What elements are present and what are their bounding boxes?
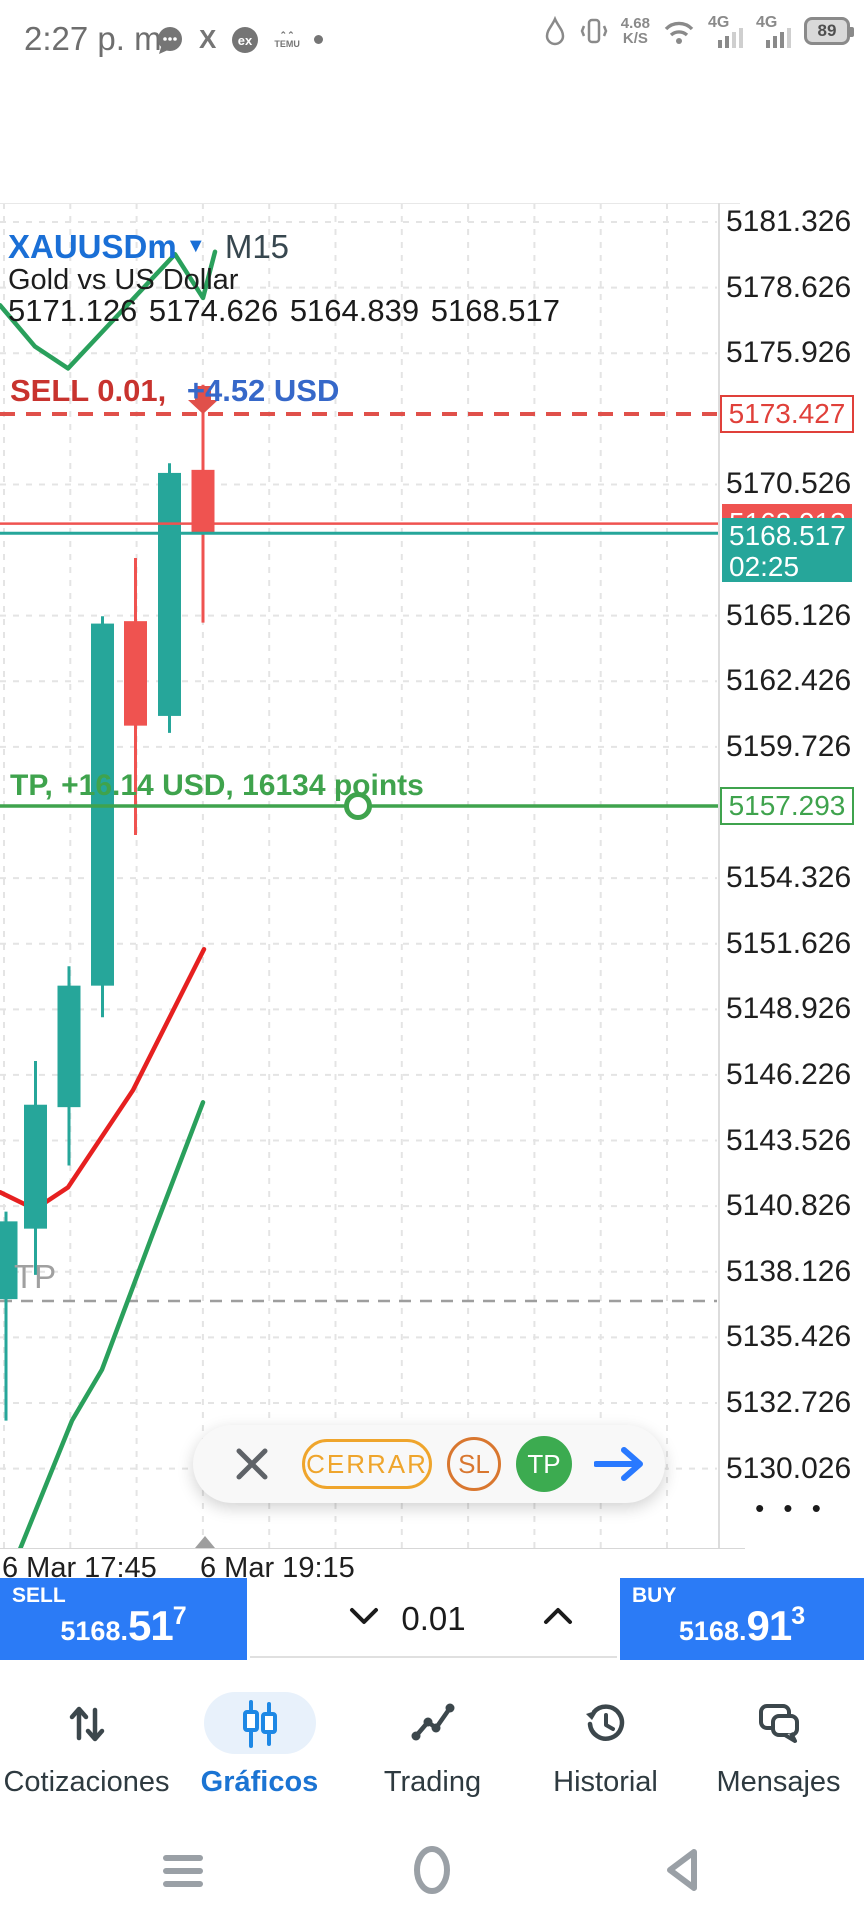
candlestick-chart[interactable] — [0, 190, 740, 1548]
price-axis-label: 5170.526 — [726, 467, 852, 501]
chart-toolbar: M15 — [0, 80, 864, 251]
ma-red-line — [0, 946, 207, 1212]
volume-stepper: 0.01 — [250, 1578, 617, 1658]
candle-body — [24, 1104, 47, 1229]
price-axis-label: 5143.526 — [726, 1123, 852, 1157]
price-axis-label: 5178.626 — [726, 270, 852, 304]
chart-header: XAUUSDm ▼ M15 — [8, 228, 289, 266]
water-drop-icon — [545, 16, 565, 46]
tp-price-label: 5157.293 — [720, 787, 854, 825]
chat-notification-icon — [158, 26, 182, 54]
sell-button[interactable]: SELL 5168.517 — [0, 1578, 247, 1660]
price-axis-label: 5181.326 — [726, 205, 852, 238]
price-axis-label: 5146.226 — [726, 1057, 852, 1091]
position-sell-volume: SELL 0.01, — [10, 373, 167, 408]
charts-icon — [242, 1700, 277, 1748]
nav-item-graficos[interactable]: Gráficos — [173, 1690, 346, 1812]
price-axis-label: 5154.326 — [726, 861, 852, 895]
tp-drag-handle[interactable] — [344, 792, 372, 821]
axis-more-button[interactable]: • • • — [755, 1493, 827, 1523]
plot-border-top — [0, 203, 740, 204]
price-axis-label: 5130.026 — [726, 1451, 852, 1485]
volume-decrease-button[interactable] — [344, 1602, 384, 1630]
chart-timeframe: M15 — [224, 228, 290, 265]
x-app-icon: X — [199, 24, 217, 54]
old-tp-label: TP — [14, 1258, 57, 1295]
price-axis-label: 5165.126 — [726, 598, 852, 632]
android-navigation-bar — [0, 1820, 864, 1920]
sell-arrow-marker — [188, 385, 218, 414]
recents-button[interactable] — [160, 1848, 206, 1894]
modify-arrow-icon[interactable] — [594, 1444, 646, 1484]
active-tab-pill — [203, 1692, 316, 1754]
quotes-icon — [69, 1706, 104, 1742]
volume-value[interactable]: 0.01 — [401, 1600, 466, 1637]
trading-icon — [411, 1703, 454, 1741]
price-line-history — [0, 249, 218, 371]
volume-increase-button[interactable] — [538, 1602, 578, 1630]
price-axis-label: 5140.826 — [726, 1189, 852, 1223]
buy-price: 5168.913 — [678, 1602, 806, 1649]
network-speed: 4.68 K/S — [620, 15, 650, 47]
buy-button[interactable]: BUY 5168.913 — [620, 1578, 864, 1660]
position-label: SELL 0.01, +4.52 USD — [10, 373, 339, 409]
price-axis-label: 5175.926 — [726, 336, 852, 370]
sell-price: 5168.517 — [60, 1602, 187, 1649]
signal-sim2-icon: 4G — [756, 14, 792, 48]
price-axis-label: 5148.926 — [726, 992, 852, 1026]
notification-dot — [313, 35, 323, 44]
price-axis-label: 5138.126 — [726, 1254, 852, 1288]
bid-price-badge: 5168.517 02:25 — [722, 518, 852, 582]
symbol-selector[interactable]: XAUUSDm — [8, 228, 177, 265]
nav-item-cotizaciones[interactable]: Cotizaciones — [0, 1690, 173, 1812]
candle-body — [0, 1221, 18, 1300]
nav-item-mensajes[interactable]: Mensajes — [692, 1690, 864, 1812]
clock: 2:27 p. m. — [24, 20, 171, 57]
price-axis-label: 5132.726 — [726, 1385, 852, 1419]
trade-bar: SELL 5168.517 0.01 BUY 5168.913 — [0, 1578, 864, 1660]
candle-body — [191, 469, 215, 534]
ma-green-line — [18, 1100, 206, 1548]
candle-body — [57, 985, 81, 1108]
chevron-down-icon: ▼ — [185, 235, 206, 257]
symbol-description: Gold vs US Dollar — [8, 264, 239, 296]
nav-item-historial[interactable]: Historial — [519, 1690, 692, 1812]
ohlc-values: 5171.126 5174.626 5164.839 5168.517 — [8, 293, 561, 328]
svg-text:ex: ex — [238, 33, 253, 48]
vibrate-icon — [580, 18, 608, 44]
tp-button[interactable]: TP — [516, 1436, 572, 1492]
battery-icon: 89 — [804, 17, 854, 45]
position-profit: +4.52 USD — [186, 373, 340, 408]
close-position-button[interactable]: CERRAR — [302, 1439, 432, 1489]
plot-border-bottom — [0, 1548, 745, 1549]
price-axis-label: 5159.726 — [726, 729, 852, 763]
history-icon — [585, 1704, 624, 1741]
tp-line-label: TP, +16.14 USD, 16134 points — [10, 769, 424, 802]
price-axis-label: 5151.626 — [726, 926, 852, 960]
wifi-icon — [664, 21, 694, 44]
home-button[interactable] — [410, 1844, 454, 1896]
price-axis-label: 5135.426 — [726, 1320, 852, 1354]
sell-open-price-label: 5173.427 — [720, 395, 854, 433]
back-button[interactable] — [660, 1846, 706, 1894]
signal-sim1-icon: 4G — [708, 14, 744, 48]
scroll-to-end-marker[interactable] — [195, 1536, 215, 1548]
plot-border-right — [718, 203, 720, 1548]
chart-area[interactable] — [0, 190, 864, 1548]
status-bar: 2:27 p. m. X ex ⌃⌃ TEMU 4.68 K/S 4 — [0, 0, 864, 80]
candle-body — [124, 621, 147, 726]
candle-body — [158, 472, 181, 716]
bottom-navigation: Cotizaciones Gráficos Trading Historial — [0, 1690, 864, 1812]
ex-app-icon: ex — [232, 26, 259, 53]
price-axis: 5173.427 5157.293 5168.913 5168.51702:25… — [718, 190, 864, 1548]
temu-notification-icon: ⌃⌃ TEMU — [274, 29, 300, 49]
price-axis-label: 5162.426 — [726, 664, 852, 698]
sl-button[interactable]: SL — [447, 1437, 501, 1491]
messages-icon — [758, 1704, 799, 1743]
nav-item-trading[interactable]: Trading — [346, 1690, 519, 1812]
close-panel-icon[interactable] — [234, 1446, 270, 1482]
